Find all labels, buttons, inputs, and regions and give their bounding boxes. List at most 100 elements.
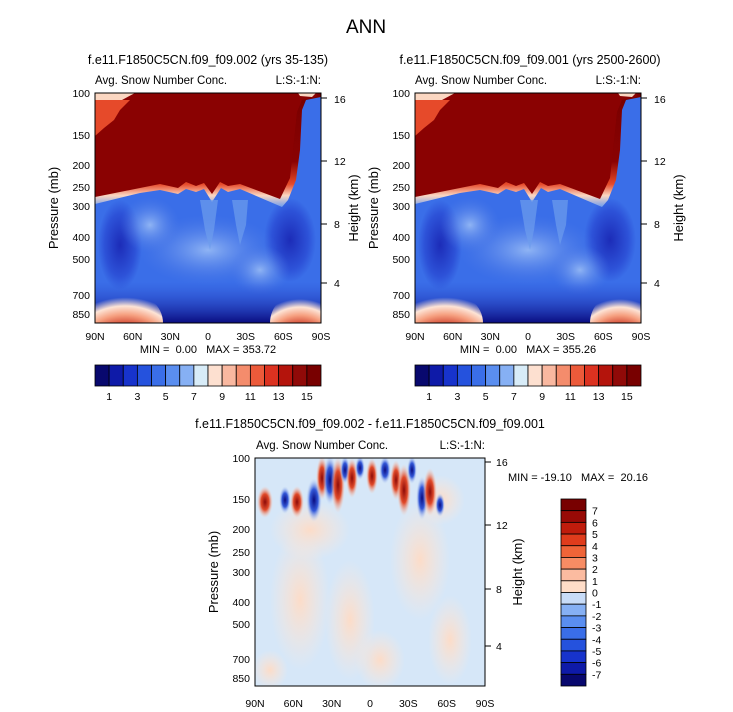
panel-a-xtick: 90S (312, 331, 331, 343)
panel-b-xtick: 60N (443, 331, 462, 343)
panel-b-ytick: 300 (392, 201, 410, 213)
panel-a-ytick: 300 (72, 201, 90, 213)
panel-c-ytick: 700 (232, 654, 250, 666)
panel-b-ytick: 100 (392, 88, 410, 100)
colorbar-box (179, 364, 195, 387)
colorbar-box (560, 615, 587, 628)
colorbar-box (193, 364, 209, 387)
colorbar-box (560, 650, 587, 664)
colorbar-box (560, 580, 587, 593)
panel-a-x-ticks: 90N 60N 30N 0 30S 60S 90S (85, 331, 330, 343)
panel-a: f.e11.F1850C5CN.f09_f09.002 (yrs 35-135)… (46, 53, 361, 356)
colorbar-box (249, 364, 265, 387)
panel-c-ytick: 100 (232, 453, 250, 465)
colorbar-box (569, 364, 585, 387)
panel-a-y-ticks: 100 150 200 250 300 400 500 700 850 (72, 88, 90, 321)
panel-b-y-ticks: 100 150 200 250 300 400 500 700 850 (392, 88, 410, 321)
panel-c: f.e11.F1850C5CN.f09_f09.002 - f.e11.F185… (195, 417, 648, 710)
panel-a-ytick: 700 (72, 290, 90, 302)
colorbar-box (471, 364, 487, 387)
colorbar-label: 0 (592, 588, 598, 600)
panel-a-left-label: Avg. Snow Number Conc. (95, 75, 227, 87)
colorbar-label: -5 (592, 646, 601, 658)
panel-b-ytick: 700 (392, 290, 410, 302)
colorbar-label: -7 (592, 669, 601, 681)
panel-c-xtick: 30N (322, 698, 341, 710)
panel-a-ytick: 250 (72, 182, 90, 194)
panel-b-ytick: 150 (392, 130, 410, 142)
colorbar-label: -2 (592, 611, 601, 623)
panel-b-ytick: 850 (392, 309, 410, 321)
colorbar-box (560, 638, 587, 652)
panel-c-x-ticks: 90N 60N 30N 0 30S 60S 90S (245, 698, 494, 710)
figure-title: ANN (346, 17, 386, 38)
panel-b-field (415, 93, 641, 323)
panel-b-htick: 12 (654, 156, 666, 168)
colorbar-box (560, 662, 587, 675)
panel-a-xtick: 90N (85, 331, 104, 343)
panel-b-htick: 4 (654, 278, 660, 290)
panel-a-stats: MIN = 0.00 MAX = 353.72 (140, 344, 276, 356)
colorbar-box (235, 364, 251, 387)
colorbar-label: 7 (511, 391, 517, 403)
panel-b-left-label: Avg. Snow Number Conc. (415, 75, 547, 87)
colorbar-box (560, 568, 587, 582)
colorbar-label: -4 (592, 634, 601, 646)
colorbar-label: 3 (592, 552, 598, 564)
panel-b-x-ticks: 90N 60N 30N 0 30S 60S 90S (405, 331, 650, 343)
colorbar-box (165, 364, 181, 387)
panel-b-ytick: 400 (392, 232, 410, 244)
colorbar-label: 5 (483, 391, 489, 403)
colorbar-b: 1 3 5 7 9 11 13 15 (414, 364, 642, 403)
colorbar-label: -6 (592, 658, 601, 670)
panel-b-xtick: 60S (594, 331, 613, 343)
panel-a-ylabel: Pressure (mb) (46, 167, 61, 249)
colorbar-label: -1 (592, 599, 601, 611)
colorbar-box (560, 673, 587, 687)
colorbar-box (560, 533, 587, 547)
panel-a-height-ticks: 16 12 8 4 (334, 94, 346, 290)
panel-c-xtick: 60N (284, 698, 303, 710)
colorbar-box (560, 510, 587, 523)
colorbar-label: 11 (565, 391, 576, 403)
colorbar-box (278, 364, 294, 387)
panel-b-stats: MIN = 0.00 MAX = 355.26 (460, 344, 596, 356)
colorbar-box (560, 627, 587, 640)
colorbar-box (626, 364, 642, 387)
panel-c-xtick: 60S (437, 698, 456, 710)
panel-a-ytick: 500 (72, 254, 90, 266)
colorbar-label: 3 (454, 391, 460, 403)
panel-c-xtick: 90N (245, 698, 264, 710)
colorbar-box (207, 364, 223, 387)
panel-b-height-ticks: 16 12 8 4 (654, 94, 666, 290)
panel-b-htick: 8 (654, 219, 660, 231)
colorbar-label: 13 (593, 391, 605, 403)
colorbar-box (555, 364, 571, 387)
colorbar-label: 9 (539, 391, 545, 403)
panel-c-field (255, 458, 485, 686)
colorbar-label: 7 (191, 391, 197, 403)
panel-a-htick: 16 (334, 94, 346, 106)
colorbar-box (560, 603, 587, 617)
panel-c-ytick: 400 (232, 597, 250, 609)
panel-a-ytick: 850 (72, 309, 90, 321)
colorbar-box (560, 557, 587, 570)
panel-a-ytick: 400 (72, 232, 90, 244)
panel-c-ytick: 200 (232, 524, 250, 536)
panel-b-htick: 16 (654, 94, 666, 106)
colorbar-label: 6 (592, 517, 598, 529)
colorbar-box (136, 364, 152, 387)
panel-b-xtick: 0 (525, 331, 531, 343)
panel-a-xtick: 30S (236, 331, 255, 343)
colorbar-label: 13 (273, 391, 285, 403)
panel-a-ylabel-right: Height (km) (346, 174, 361, 241)
panel-b: f.e11.F1850C5CN.f09_f09.001 (yrs 2500-26… (366, 53, 686, 356)
colorbar-label: 5 (163, 391, 169, 403)
panel-b-ylabel-right: Height (km) (671, 174, 686, 241)
colorbar-label: 4 (592, 541, 598, 553)
panel-c-y-ticks: 100 150 200 250 300 400 500 700 850 (232, 453, 250, 685)
panel-c-htick: 4 (496, 641, 502, 653)
panel-b-ytick: 200 (392, 160, 410, 172)
